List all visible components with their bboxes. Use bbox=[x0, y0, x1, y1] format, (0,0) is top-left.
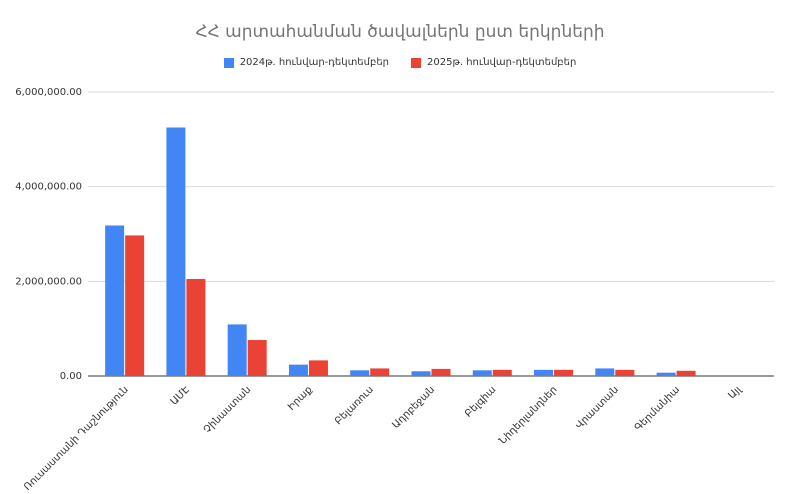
y-tick-label: 6,000,000.00 bbox=[15, 87, 82, 98]
legend-item-2024[interactable]: 2024թ. հունվար-դեկտեմբեր bbox=[223, 57, 389, 68]
x-category-label: Նիդերլանդներ bbox=[497, 384, 559, 446]
y-tick-label: 4,000,000.00 bbox=[15, 182, 82, 193]
bar-2024[interactable] bbox=[656, 372, 676, 376]
bar-2024[interactable] bbox=[288, 364, 308, 376]
bar-2024[interactable] bbox=[472, 370, 492, 376]
legend-swatch-2024 bbox=[223, 57, 234, 68]
bar-2024[interactable] bbox=[595, 368, 615, 376]
x-category-label: Բելգիա bbox=[463, 384, 498, 419]
legend-item-2025[interactable]: 2025թ. հունվար-դեկտեմբեր bbox=[411, 57, 576, 68]
bars bbox=[105, 127, 696, 377]
legend: 2024թ. հունվար-դեկտեմբեր 2025թ. հունվար-… bbox=[0, 57, 800, 68]
bar-2024[interactable] bbox=[166, 127, 186, 377]
bar-2025[interactable] bbox=[308, 360, 328, 376]
bar-2025[interactable] bbox=[492, 369, 512, 376]
bar-2025[interactable] bbox=[247, 340, 267, 376]
x-category-label: Չինաստան bbox=[202, 384, 253, 435]
bar-2025[interactable] bbox=[370, 368, 390, 376]
x-axis-labels: Ռուսաստանի Դաշնություն ԱՄԷ Չինաստան Իրաք Բել… bbox=[22, 383, 744, 493]
y-tick-label: 2,000,000.00 bbox=[15, 276, 82, 287]
bar-2025[interactable] bbox=[554, 369, 574, 376]
legend-swatch-2025 bbox=[411, 57, 421, 68]
y-axis-ticks: 0.00 2,000,000.00 4,000,000.00 6,000,000.00 bbox=[15, 87, 82, 382]
x-category-label: Այլ bbox=[726, 383, 744, 401]
x-category-label: Վրաստան bbox=[574, 384, 621, 431]
bar-2025[interactable] bbox=[615, 369, 635, 376]
bar-2024[interactable] bbox=[350, 370, 370, 376]
legend-label-2024: 2024թ. հունվար-դեկտեմբեր bbox=[239, 57, 389, 68]
x-category-label: Իրաք bbox=[286, 384, 315, 413]
bar-2025[interactable] bbox=[186, 278, 206, 376]
y-tick-label: 0.00 bbox=[60, 371, 82, 382]
bar-2024[interactable] bbox=[534, 369, 554, 376]
bar-2025[interactable] bbox=[125, 235, 145, 376]
x-category-label: Բելառուս bbox=[333, 384, 376, 427]
bar-2024[interactable] bbox=[227, 324, 247, 376]
bar-2025[interactable] bbox=[676, 370, 696, 376]
x-category-label: ԱՄԷ bbox=[169, 384, 193, 408]
x-category-label: Գերմանիա bbox=[633, 384, 682, 433]
x-category-label: Ռուսաստանի Դաշնություն bbox=[22, 384, 131, 493]
chart-title: ՀՀ արտահանման ծավալներն ըստ երկրների bbox=[195, 22, 605, 42]
legend-label-2025: 2025թ. հունվար-դեկտեմբեր bbox=[427, 57, 577, 68]
x-category-label: Ադրբեջան bbox=[390, 384, 437, 431]
bar-2025[interactable] bbox=[431, 368, 451, 376]
bar-2024[interactable] bbox=[411, 371, 431, 376]
bar-2024[interactable] bbox=[105, 225, 125, 376]
